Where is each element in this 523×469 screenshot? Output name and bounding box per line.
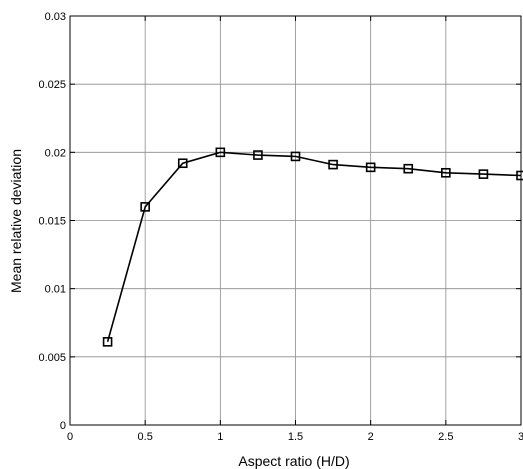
- data-point-marker: [516, 170, 523, 181]
- x-axis-label: Aspect ratio (H/D): [238, 453, 349, 469]
- y-tick-label: 0: [60, 420, 66, 432]
- x-tick-label: 3: [518, 431, 523, 443]
- y-tick-label: 0.005: [38, 352, 66, 364]
- series: [102, 147, 523, 347]
- data-point-marker: [102, 337, 113, 347]
- data-point-marker: [403, 163, 414, 174]
- y-axis-label: Mean relative deviation: [8, 149, 24, 293]
- x-tick-label: 2.5: [438, 431, 453, 443]
- data-point-marker: [177, 158, 188, 169]
- x-tick-label: 0.5: [138, 431, 153, 443]
- data-point-marker: [290, 151, 301, 162]
- data-point-marker: [365, 162, 376, 173]
- y-tick-label: 0.01: [45, 284, 66, 296]
- x-tick-label: 0: [67, 431, 73, 443]
- axes: [69, 15, 522, 426]
- data-point-marker: [441, 167, 451, 178]
- data-point-marker: [215, 147, 226, 158]
- data-point-marker: [140, 202, 150, 212]
- data-point-marker: [328, 159, 338, 170]
- y-tick-label: 0.02: [45, 147, 66, 159]
- y-tick-label: 0.025: [38, 79, 66, 91]
- tick-labels: 0 0.5 1 1.5 2 2.5 3 0 0.005 0.01 0.015 0.02 0.025 0.0…: [38, 11, 523, 443]
- x-tick-label: 1.5: [288, 431, 303, 443]
- x-tick-label: 1: [217, 431, 223, 443]
- axes-box: [69, 15, 522, 426]
- x-tick-label: 2: [368, 431, 374, 443]
- data-point-marker: [253, 150, 263, 160]
- y-tick-label: 0.015: [38, 216, 66, 228]
- grid: [70, 16, 521, 425]
- y-tick-label: 0.03: [45, 11, 66, 23]
- data-point-marker: [478, 169, 489, 179]
- series-line: [106, 151, 522, 343]
